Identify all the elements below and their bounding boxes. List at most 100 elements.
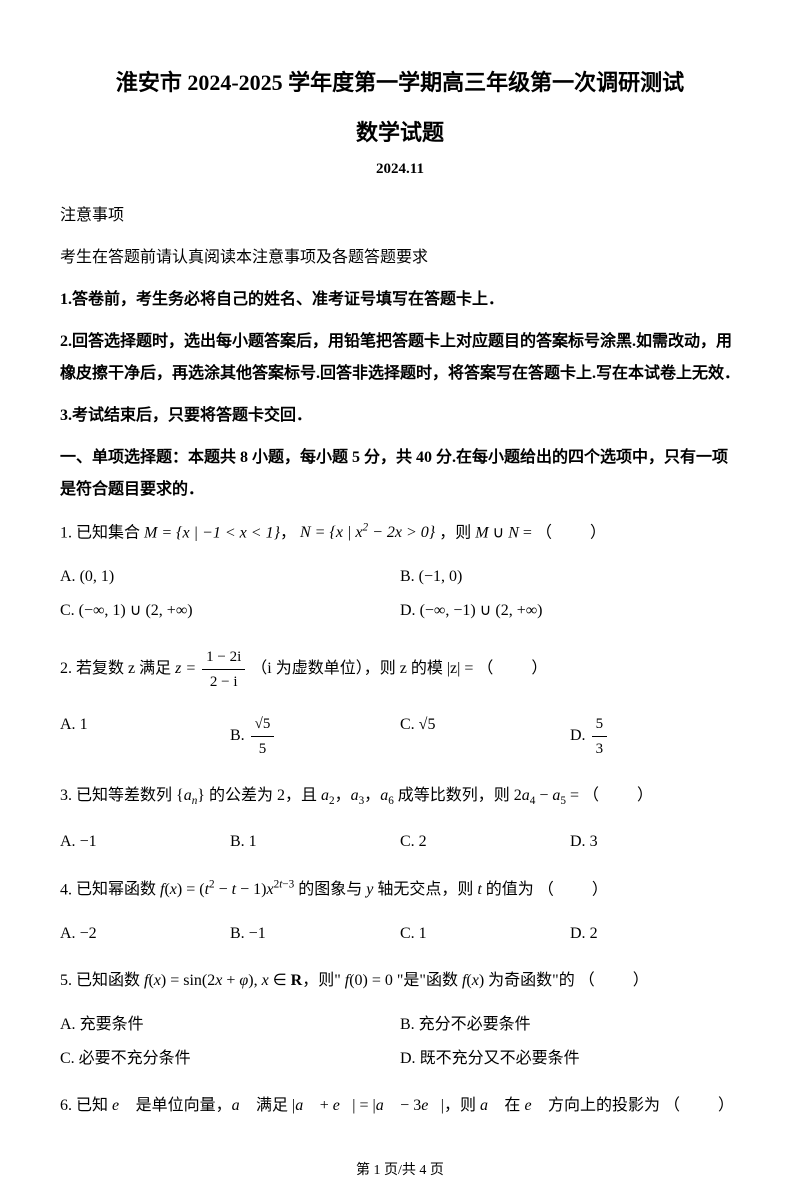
q2-opt-a-label: A.: [60, 716, 76, 733]
question-5: 5. 已知函数 f(x) = sin(2x + φ), x ∈ R，则" f(0…: [60, 968, 740, 1075]
q3-opt-d: D. 3: [570, 825, 740, 859]
q1-opt-a-val: (0, 1): [80, 568, 115, 585]
q1-opt-c: C. (−∞, 1) ∪ (2, +∞): [60, 594, 400, 628]
q5-opt-b-label: B.: [400, 1016, 415, 1033]
q5-options-row2: C. 必要不充分条件 D. 既不充分又不必要条件: [60, 1042, 740, 1076]
q5-opt-d: D. 既不充分又不必要条件: [400, 1042, 740, 1076]
q2-opt-d-num: 5: [592, 712, 608, 737]
instruction-1: 1.答卷前，考生务必将自己的姓名、准考证号填写在答题卡上．: [60, 284, 740, 316]
q2-opt-d: D. 5 3: [570, 708, 740, 765]
q4-opt-b: B. −1: [230, 917, 400, 951]
q3-opt-a-label: A.: [60, 833, 76, 850]
q3-opt-a-val: −1: [80, 833, 97, 850]
q2-frac-num: 1 − 2i: [202, 645, 245, 670]
q4-stem-text: 已知幂函数 f(x) = (t2 − t − 1)x2t−3 的图象与 y 轴无…: [76, 881, 538, 898]
q2-opt-b-frac: √5 5: [251, 712, 275, 761]
q3-blank: （ ）: [583, 787, 655, 804]
q5-opt-a: A. 充要条件: [60, 1008, 400, 1042]
q1-number: 1.: [60, 524, 72, 541]
q3-opt-b: B. 1: [230, 825, 400, 859]
q2-opt-a-val: 1: [80, 716, 88, 733]
q4-opt-c-val: 1: [419, 925, 427, 942]
q4-opt-a-label: A.: [60, 925, 76, 942]
q4-opt-b-label: B.: [230, 925, 245, 942]
q1-options-row1: A. (0, 1) B. (−1, 0): [60, 560, 740, 594]
q1-stem-pre: 已知集合: [76, 524, 140, 541]
q1-opt-d-val: (−∞, −1) ∪ (2, +∞): [420, 602, 543, 619]
q1-blank: （ ）: [536, 524, 608, 541]
q5-opt-b: B. 充分不必要条件: [400, 1008, 740, 1042]
instruction-2: 2.回答选择题时，选出每小题答案后，用铅笔把答题卡上对应题目的答案标号涂黑.如需…: [60, 326, 740, 390]
instruction-3-body: 考试结束后，只要将答题卡交回．: [72, 407, 312, 424]
q3-opt-b-val: 1: [249, 833, 257, 850]
q2-opt-b-label: B.: [230, 727, 245, 744]
q3-opt-c: C. 2: [400, 825, 570, 859]
instruction-3-prefix: 3.: [60, 407, 72, 424]
q6-stem-text: 已知 e⃗ 是单位向量，a⃗ 满足 |a⃗ + e⃗| = |a⃗ − 3e⃗|…: [76, 1097, 664, 1114]
q2-frac-den: 2 − i: [202, 670, 245, 694]
q3-stem-text: 已知等差数列 {an} 的公差为 2，且 a2，a3，a6 成等比数列，则 2a…: [76, 787, 583, 804]
q1-set-m: M = {x | −1 < x < 1}: [144, 524, 280, 541]
q2-options: A. 1 B. √5 5 C. √5 D. 5 3: [60, 708, 740, 765]
q2-opt-c-label: C.: [400, 716, 415, 733]
q3-stem: 3. 已知等差数列 {an} 的公差为 2，且 a2，a3，a6 成等比数列，则…: [60, 783, 740, 811]
q5-blank: （ ）: [579, 972, 651, 989]
q4-opt-a-val: −2: [80, 925, 97, 942]
q2-opt-d-den: 3: [592, 737, 608, 761]
q2-stem-mid: （i 为虚数单位），则 z 的模 |z| =: [251, 660, 473, 677]
q4-opt-c-label: C.: [400, 925, 415, 942]
q5-opt-c: C. 必要不充分条件: [60, 1042, 400, 1076]
instruction-1-prefix: 1.: [60, 291, 72, 308]
q2-opt-b-den: 5: [251, 737, 275, 761]
q2-stem-pre: 若复数 z 满足: [76, 660, 171, 677]
instruction-3: 3.考试结束后，只要将答题卡交回．: [60, 400, 740, 432]
section-1-header: 一、单项选择题：本题共 8 小题，每小题 5 分，共 40 分.在每小题给出的四…: [60, 442, 740, 506]
q2-opt-b-num: √5: [251, 712, 275, 737]
q3-opt-a: A. −1: [60, 825, 230, 859]
q1-opt-d-label: D.: [400, 602, 416, 619]
q4-blank: （ ）: [538, 881, 610, 898]
question-6: 6. 已知 e⃗ 是单位向量，a⃗ 满足 |a⃗ + e⃗| = |a⃗ − 3…: [60, 1093, 740, 1119]
q4-opt-b-val: −1: [249, 925, 266, 942]
q2-opt-c-val: √5: [419, 716, 436, 733]
q4-opt-a: A. −2: [60, 917, 230, 951]
q4-stem: 4. 已知幂函数 f(x) = (t2 − t − 1)x2t−3 的图象与 y…: [60, 877, 740, 903]
q1-options-row2: C. (−∞, 1) ∪ (2, +∞) D. (−∞, −1) ∪ (2, +…: [60, 594, 740, 628]
q1-opt-b-val: (−1, 0): [419, 568, 463, 585]
instruction-2-prefix: 2.: [60, 333, 72, 350]
q4-opt-d-val: 2: [590, 925, 598, 942]
q4-opt-d: D. 2: [570, 917, 740, 951]
exam-title-main: 淮安市 2024-2025 学年度第一学期高三年级第一次调研测试: [60, 65, 740, 97]
q5-stem: 5. 已知函数 f(x) = sin(2x + φ), x ∈ R，则" f(0…: [60, 968, 740, 994]
q5-stem-text: 已知函数 f(x) = sin(2x + φ), x ∈ R，则" f(0) =…: [76, 972, 579, 989]
q1-set-n: N = {x | x2 − 2x > 0}: [300, 524, 435, 541]
q2-fraction: 1 − 2i 2 − i: [202, 645, 245, 694]
q3-opt-d-val: 3: [590, 833, 598, 850]
q5-options-row1: A. 充要条件 B. 充分不必要条件: [60, 1008, 740, 1042]
q1-opt-d: D. (−∞, −1) ∪ (2, +∞): [400, 594, 740, 628]
q1-stem-post: ，则 M ∪ N =: [439, 524, 536, 541]
q4-options: A. −2 B. −1 C. 1 D. 2: [60, 917, 740, 951]
q2-opt-d-label: D.: [570, 727, 586, 744]
q2-opt-c: C. √5: [400, 708, 570, 765]
q5-opt-a-label: A.: [60, 1016, 76, 1033]
notice-intro: 考生在答题前请认真阅读本注意事项及各题答题要求: [60, 242, 740, 274]
q1-opt-c-label: C.: [60, 602, 75, 619]
q5-opt-c-val: 必要不充分条件: [79, 1050, 191, 1067]
instruction-2-body: 回答选择题时，选出每小题答案后，用铅笔把答题卡上对应题目的答案标号涂黑.如需改动…: [60, 333, 740, 382]
q1-stem: 1. 已知集合 M = {x | −1 < x < 1}， N = {x | x…: [60, 520, 740, 546]
q2-opt-a: A. 1: [60, 708, 230, 765]
q2-blank: （ ）: [477, 660, 549, 677]
q6-blank: （ ）: [664, 1097, 736, 1114]
q1-opt-b-label: B.: [400, 568, 415, 585]
q5-opt-d-val: 既不充分又不必要条件: [420, 1050, 580, 1067]
q5-number: 5.: [60, 972, 72, 989]
q1-opt-b: B. (−1, 0): [400, 560, 740, 594]
question-2: 2. 若复数 z 满足 z = 1 − 2i 2 − i （i 为虚数单位），则…: [60, 645, 740, 765]
q3-opt-c-label: C.: [400, 833, 415, 850]
exam-title-sub: 数学试题: [60, 115, 740, 147]
q6-number: 6.: [60, 1097, 72, 1114]
page-footer: 第 1 页/共 4 页: [0, 1159, 800, 1179]
q2-opt-b: B. √5 5: [230, 708, 400, 765]
q2-number: 2.: [60, 660, 72, 677]
